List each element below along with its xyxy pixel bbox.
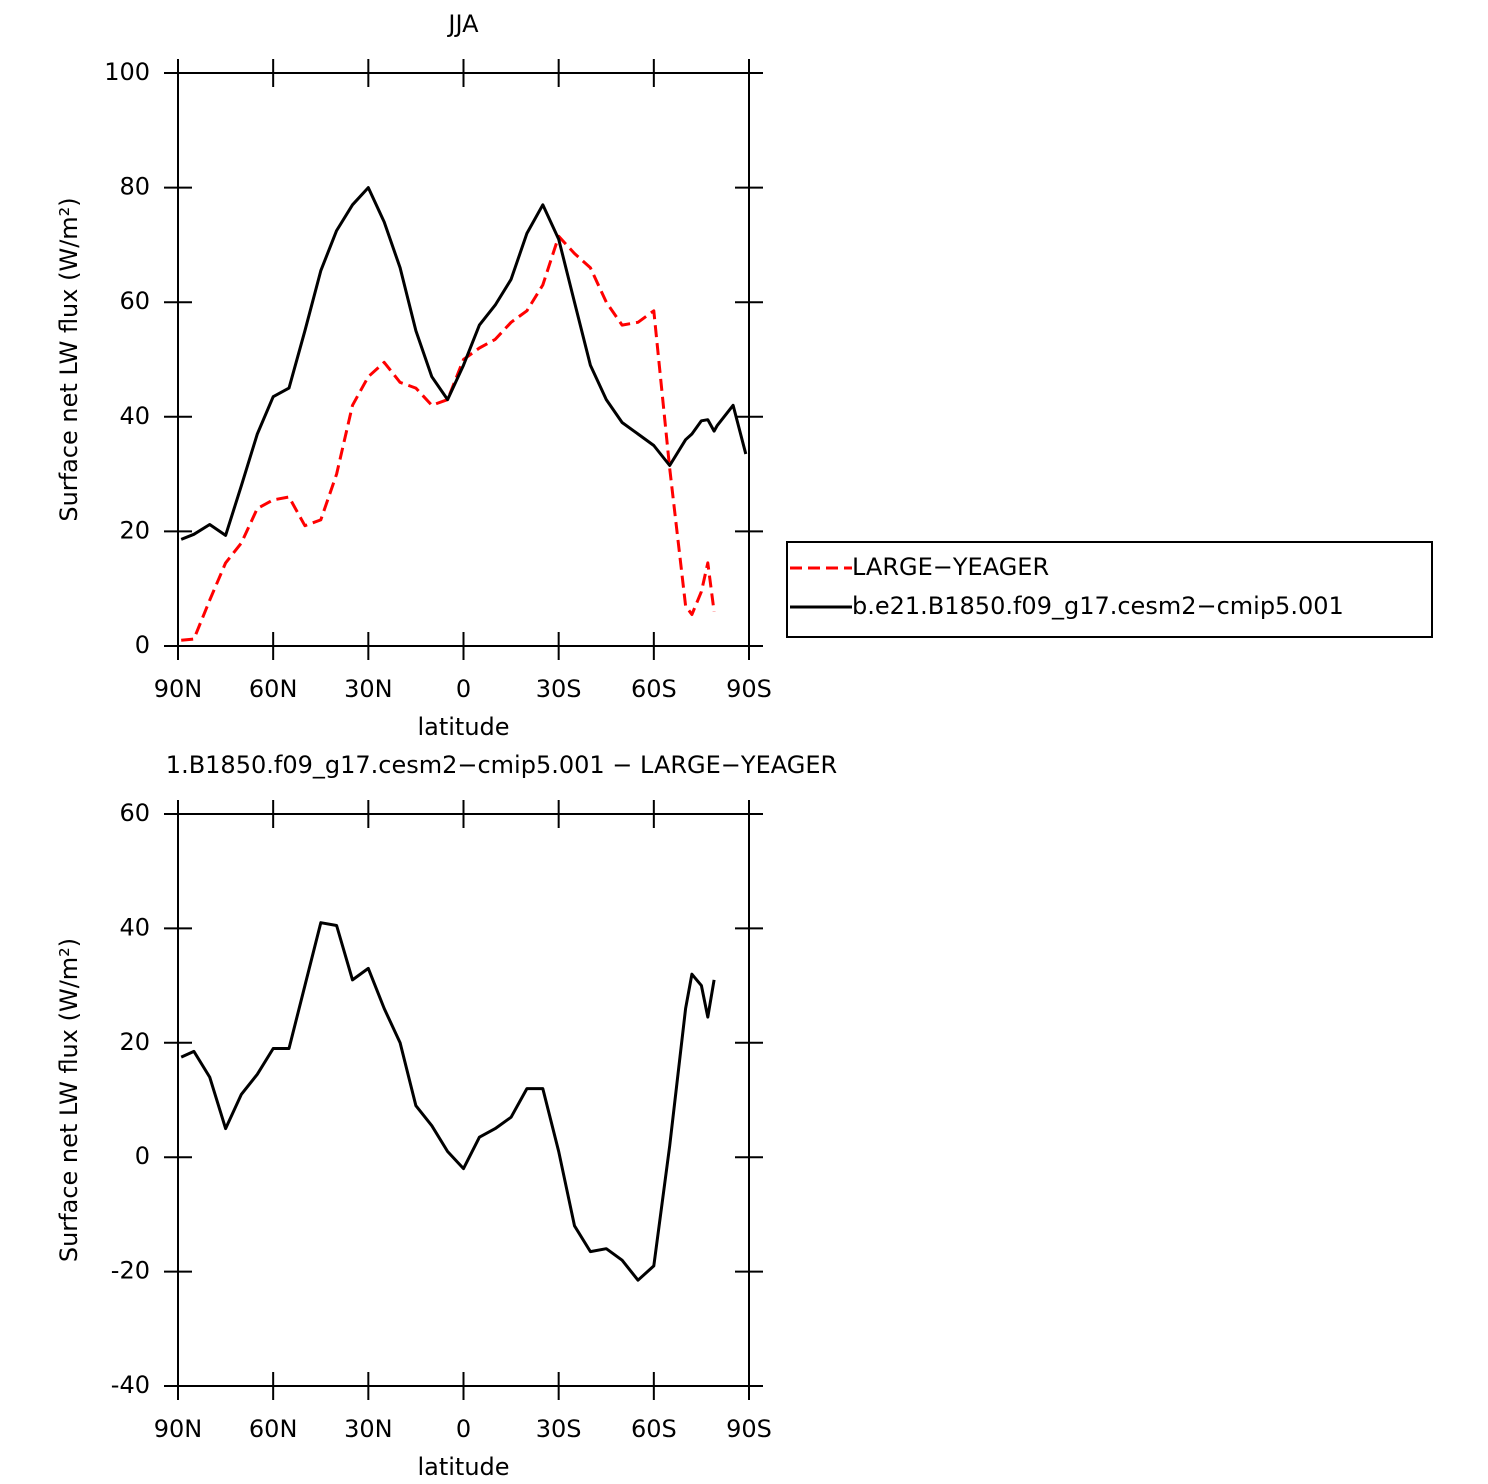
x-tick-label: 30S: [536, 1415, 582, 1443]
data-line: [181, 234, 716, 642]
y-axis-label: Surface net LW flux (W/m²): [55, 938, 83, 1262]
x-tick-label: 90S: [726, 1415, 772, 1443]
x-axis-label: latitude: [417, 713, 509, 741]
x-tick-label: 60N: [249, 1415, 298, 1443]
y-tick-label: 40: [119, 402, 150, 430]
x-tick-label: 30S: [536, 675, 582, 703]
data-line: [180, 921, 716, 1282]
x-tick-label: 60S: [631, 1415, 677, 1443]
legend-label: b.e21.B1850.f09_g17.cesm2−cmip5.001: [852, 592, 1344, 620]
y-tick-label: -20: [111, 1257, 150, 1285]
y-tick-label: 60: [119, 799, 150, 827]
x-tick-label: 30N: [344, 675, 393, 703]
chart-title: 1.B1850.f09_g17.cesm2−cmip5.001 − LARGE−…: [166, 751, 837, 779]
x-tick-label: 0: [456, 675, 471, 703]
plot-frame: [177, 72, 750, 647]
x-tick-label: 90N: [154, 1415, 203, 1443]
legend-label: LARGE−YEAGER: [852, 553, 1049, 581]
x-axis-label: latitude: [417, 1453, 509, 1481]
x-tick-label: 60N: [249, 675, 298, 703]
y-tick-label: 80: [119, 173, 150, 201]
data-line: [180, 186, 748, 541]
x-tick-label: 0: [456, 1415, 471, 1443]
x-tick-label: 90N: [154, 675, 203, 703]
y-tick-label: 0: [135, 1142, 150, 1170]
x-tick-label: 60S: [631, 675, 677, 703]
y-tick-label: -40: [111, 1371, 150, 1399]
y-tick-label: 0: [135, 631, 150, 659]
x-tick-label: 90S: [726, 675, 772, 703]
y-tick-label: 20: [119, 1028, 150, 1056]
y-tick-label: 100: [104, 58, 150, 86]
y-axis-label: Surface net LW flux (W/m²): [55, 197, 83, 521]
y-tick-label: 20: [119, 516, 150, 544]
y-tick-label: 60: [119, 287, 150, 315]
y-tick-label: 40: [119, 913, 150, 941]
plot-frame: [177, 813, 750, 1387]
legend-box: [786, 541, 1433, 638]
chart-title: JJA: [446, 10, 479, 38]
x-tick-label: 30N: [344, 1415, 393, 1443]
